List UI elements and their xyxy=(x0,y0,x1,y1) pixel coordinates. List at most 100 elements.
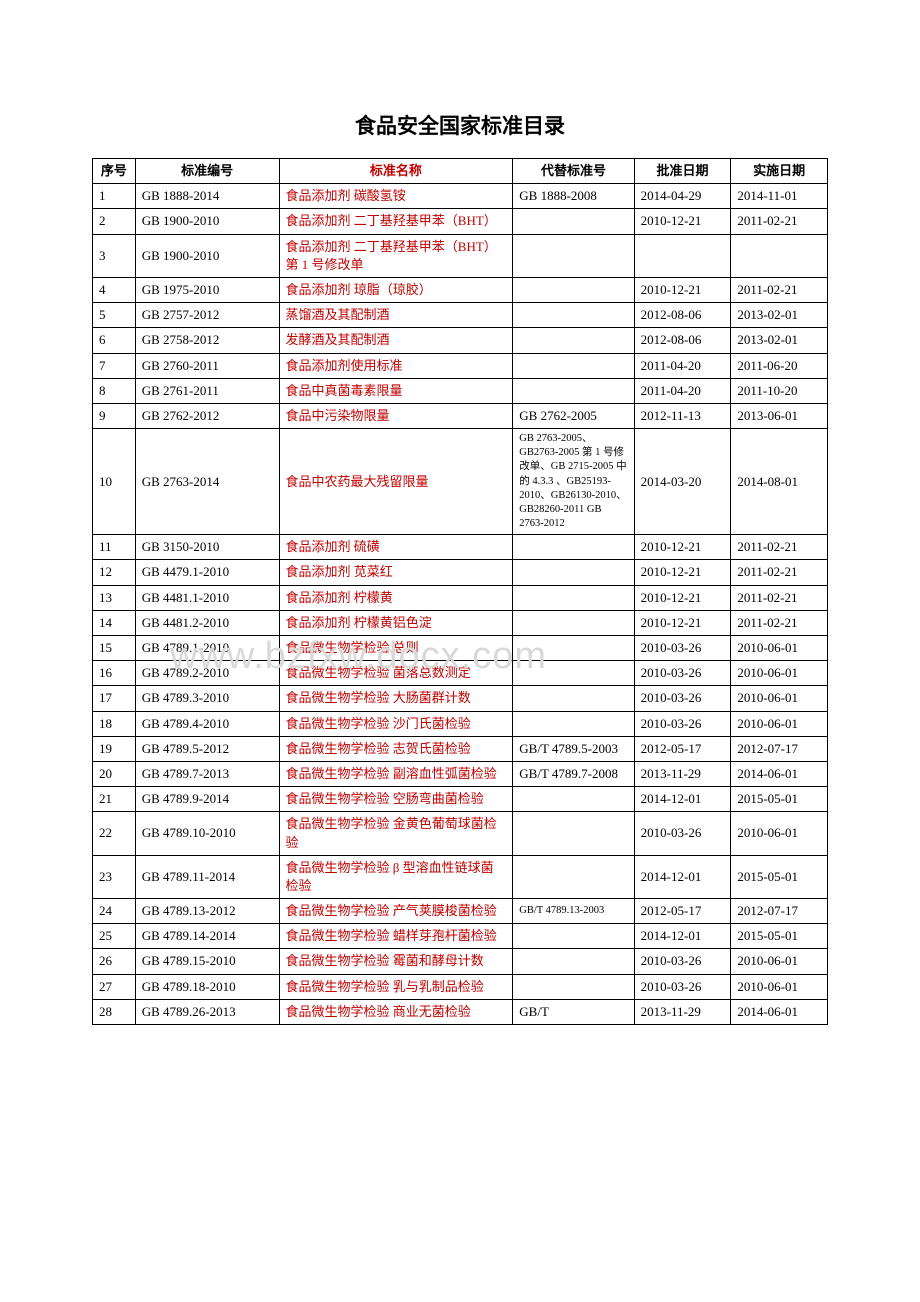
cell-approve: 2012-08-06 xyxy=(634,328,731,353)
cell-name: 食品添加剂 苋菜红 xyxy=(279,560,513,585)
cell-name: 食品微生物学检验 乳与乳制品检验 xyxy=(279,974,513,999)
cell-replace xyxy=(513,812,634,855)
table-row: 17GB 4789.3-2010食品微生物学检验 大肠菌群计数2010-03-2… xyxy=(93,686,828,711)
cell-approve: 2014-04-29 xyxy=(634,184,731,209)
cell-approve: 2012-08-06 xyxy=(634,303,731,328)
table-row: 22GB 4789.10-2010食品微生物学检验 金黄色葡萄球菌检验2010-… xyxy=(93,812,828,855)
table-row: 6GB 2758-2012发酵酒及其配制酒2012-08-062013-02-0… xyxy=(93,328,828,353)
cell-seq: 21 xyxy=(93,787,136,812)
cell-code: GB 2757-2012 xyxy=(135,303,279,328)
cell-approve: 2011-04-20 xyxy=(634,378,731,403)
cell-replace: GB 2763-2005、GB2763-2005 第 1 号修改单、GB 271… xyxy=(513,429,634,535)
table-row: 9GB 2762-2012食品中污染物限量GB 2762-20052012-11… xyxy=(93,403,828,428)
cell-impl: 2011-02-21 xyxy=(731,560,828,585)
cell-approve: 2010-03-26 xyxy=(634,686,731,711)
cell-approve: 2014-03-20 xyxy=(634,429,731,535)
table-row: 10GB 2763-2014食品中农药最大残留限量GB 2763-2005、GB… xyxy=(93,429,828,535)
cell-code: GB 4789.26-2013 xyxy=(135,999,279,1024)
table-row: 28GB 4789.26-2013食品微生物学检验 商业无菌检验GB/T2013… xyxy=(93,999,828,1024)
cell-impl: 2010-06-01 xyxy=(731,711,828,736)
table-row: 19GB 4789.5-2012食品微生物学检验 志贺氏菌检验GB/T 4789… xyxy=(93,736,828,761)
cell-seq: 28 xyxy=(93,999,136,1024)
cell-approve: 2010-03-26 xyxy=(634,711,731,736)
cell-code: GB 2763-2014 xyxy=(135,429,279,535)
cell-replace: GB/T xyxy=(513,999,634,1024)
cell-impl xyxy=(731,234,828,277)
cell-impl: 2014-06-01 xyxy=(731,761,828,786)
cell-replace xyxy=(513,585,634,610)
cell-name: 食品添加剂 二丁基羟基甲苯（BHT）第 1 号修改单 xyxy=(279,234,513,277)
cell-impl: 2010-06-01 xyxy=(731,636,828,661)
cell-replace: GB 2762-2005 xyxy=(513,403,634,428)
cell-impl: 2014-06-01 xyxy=(731,999,828,1024)
cell-code: GB 4789.4-2010 xyxy=(135,711,279,736)
table-row: 8GB 2761-2011食品中真菌毒素限量2011-04-202011-10-… xyxy=(93,378,828,403)
cell-approve: 2013-11-29 xyxy=(634,761,731,786)
cell-approve: 2012-05-17 xyxy=(634,736,731,761)
cell-impl: 2012-07-17 xyxy=(731,736,828,761)
cell-name: 食品添加剂 柠檬黄 xyxy=(279,585,513,610)
cell-impl: 2010-06-01 xyxy=(731,686,828,711)
cell-approve: 2010-12-21 xyxy=(634,560,731,585)
table-row: 7GB 2760-2011食品添加剂使用标准2011-04-202011-06-… xyxy=(93,353,828,378)
cell-code: GB 4789.9-2014 xyxy=(135,787,279,812)
cell-name: 发酵酒及其配制酒 xyxy=(279,328,513,353)
cell-code: GB 4789.15-2010 xyxy=(135,949,279,974)
cell-seq: 26 xyxy=(93,949,136,974)
cell-replace: GB/T 4789.13-2003 xyxy=(513,899,634,924)
cell-seq: 7 xyxy=(93,353,136,378)
table-header-row: 序号 标准编号 标准名称 代替标准号 批准日期 实施日期 xyxy=(93,159,828,184)
table-row: 11GB 3150-2010食品添加剂 硫磺2010-12-212011-02-… xyxy=(93,535,828,560)
cell-approve: 2010-12-21 xyxy=(634,277,731,302)
cell-approve: 2010-03-26 xyxy=(634,949,731,974)
cell-name: 食品微生物学检验 金黄色葡萄球菌检验 xyxy=(279,812,513,855)
cell-seq: 10 xyxy=(93,429,136,535)
cell-impl: 2011-02-21 xyxy=(731,610,828,635)
cell-name: 食品微生物学检验 志贺氏菌检验 xyxy=(279,736,513,761)
cell-approve: 2012-05-17 xyxy=(634,899,731,924)
cell-replace xyxy=(513,303,634,328)
cell-code: GB 4789.10-2010 xyxy=(135,812,279,855)
table-row: 15GB 4789.1-2010食品微生物学检验 总则2010-03-26201… xyxy=(93,636,828,661)
table-row: 16GB 4789.2-2010食品微生物学检验 菌落总数测定2010-03-2… xyxy=(93,661,828,686)
cell-replace xyxy=(513,328,634,353)
cell-code: GB 4789.13-2012 xyxy=(135,899,279,924)
cell-replace xyxy=(513,234,634,277)
cell-name: 食品微生物学检验 空肠弯曲菌检验 xyxy=(279,787,513,812)
table-row: 14GB 4481.2-2010食品添加剂 柠檬黄铝色淀2010-12-2120… xyxy=(93,610,828,635)
cell-approve: 2010-12-21 xyxy=(634,585,731,610)
cell-seq: 14 xyxy=(93,610,136,635)
header-name: 标准名称 xyxy=(279,159,513,184)
table-row: 20GB 4789.7-2013食品微生物学检验 副溶血性弧菌检验GB/T 47… xyxy=(93,761,828,786)
cell-impl: 2014-08-01 xyxy=(731,429,828,535)
cell-code: GB 4789.3-2010 xyxy=(135,686,279,711)
cell-impl: 2010-06-01 xyxy=(731,974,828,999)
cell-impl: 2011-02-21 xyxy=(731,209,828,234)
cell-approve: 2010-03-26 xyxy=(634,636,731,661)
table-row: 5GB 2757-2012蒸馏酒及其配制酒2012-08-062013-02-0… xyxy=(93,303,828,328)
cell-seq: 25 xyxy=(93,924,136,949)
cell-code: GB 2762-2012 xyxy=(135,403,279,428)
cell-replace xyxy=(513,378,634,403)
table-row: 18GB 4789.4-2010食品微生物学检验 沙门氏菌检验2010-03-2… xyxy=(93,711,828,736)
cell-approve: 2014-12-01 xyxy=(634,855,731,898)
cell-code: GB 1900-2010 xyxy=(135,209,279,234)
cell-seq: 1 xyxy=(93,184,136,209)
cell-name: 食品微生物学检验 商业无菌检验 xyxy=(279,999,513,1024)
cell-seq: 6 xyxy=(93,328,136,353)
cell-impl: 2011-02-21 xyxy=(731,585,828,610)
cell-name: 蒸馏酒及其配制酒 xyxy=(279,303,513,328)
header-impl: 实施日期 xyxy=(731,159,828,184)
cell-seq: 2 xyxy=(93,209,136,234)
cell-code: GB 4789.11-2014 xyxy=(135,855,279,898)
table-row: 3GB 1900-2010食品添加剂 二丁基羟基甲苯（BHT）第 1 号修改单 xyxy=(93,234,828,277)
cell-replace xyxy=(513,535,634,560)
cell-impl: 2011-10-20 xyxy=(731,378,828,403)
cell-code: GB 1975-2010 xyxy=(135,277,279,302)
cell-name: 食品微生物学检验 菌落总数测定 xyxy=(279,661,513,686)
cell-code: GB 2758-2012 xyxy=(135,328,279,353)
cell-impl: 2011-02-21 xyxy=(731,535,828,560)
table-row: 13GB 4481.1-2010食品添加剂 柠檬黄2010-12-212011-… xyxy=(93,585,828,610)
cell-impl: 2010-06-01 xyxy=(731,949,828,974)
table-row: 27GB 4789.18-2010食品微生物学检验 乳与乳制品检验2010-03… xyxy=(93,974,828,999)
